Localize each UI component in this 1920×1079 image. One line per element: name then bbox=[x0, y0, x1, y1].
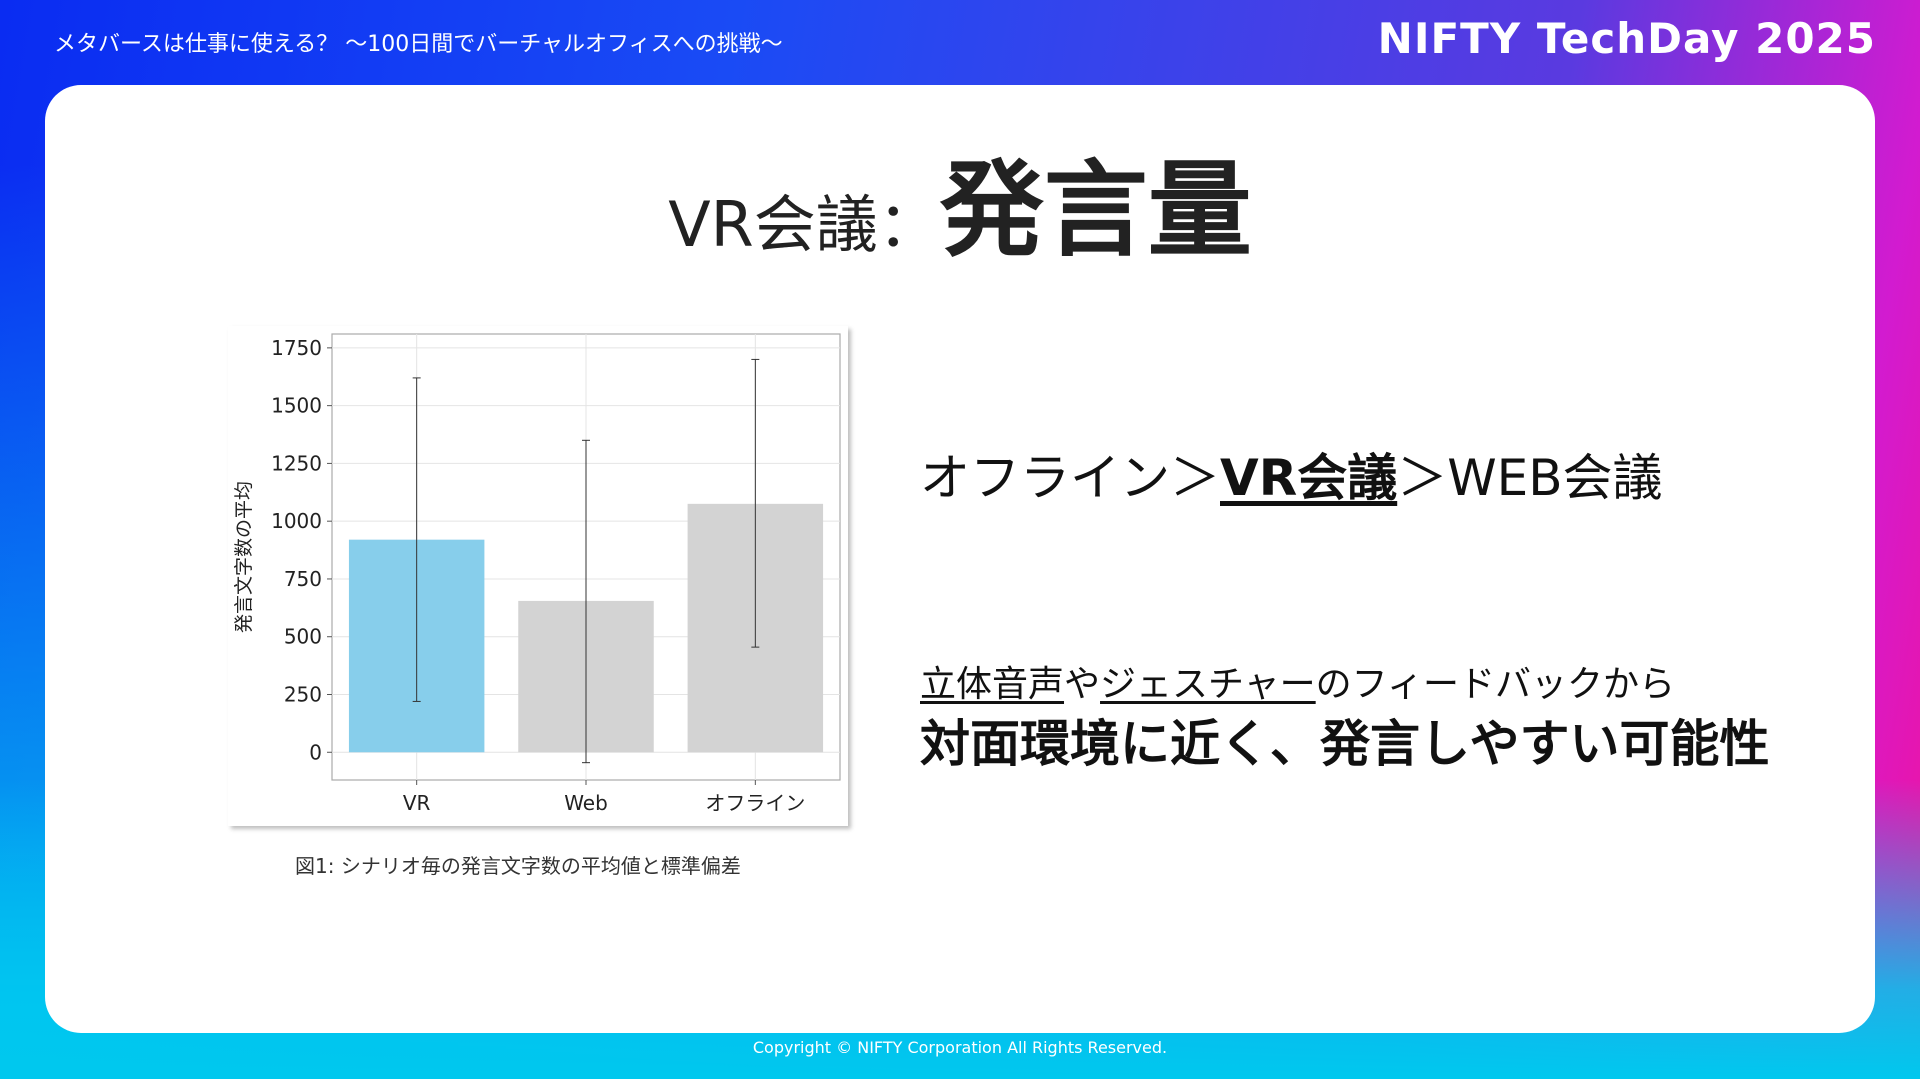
feedback-spatial-audio: 立体音声 bbox=[920, 664, 1065, 705]
feedback-line: 立体音声やジェスチャーのフィードバックから bbox=[920, 655, 1675, 707]
y-tick-label: 1750 bbox=[271, 336, 322, 360]
y-axis-label: 発言文字数の平均 bbox=[233, 481, 255, 633]
bar-chart-svg: 0 250 500 750 1000 1250 1500 1750 VR Web オフライン 発言文字… bbox=[233, 333, 841, 815]
slide-heading: VR会議：発言量 bbox=[45, 125, 1875, 276]
y-tick-label: 0 bbox=[309, 740, 322, 764]
comparison-part2: ＞WEB会議 bbox=[1397, 449, 1663, 507]
x-tick-label: オフライン bbox=[705, 791, 805, 815]
y-tick-label: 250 bbox=[284, 682, 322, 706]
y-tick-label: 1500 bbox=[271, 394, 322, 418]
y-tick-label: 1250 bbox=[271, 451, 322, 475]
figure-caption: 図1: シナリオ毎の発言文字数の平均値と標準偏差 bbox=[295, 854, 741, 878]
y-tick-label: 750 bbox=[284, 567, 322, 591]
heading-prefix: VR会議： bbox=[668, 188, 940, 261]
y-tick-label: 500 bbox=[284, 625, 322, 649]
deck-title: メタバースは仕事に使える？ 〜100日間でバーチャルオフィスへの挑戦〜 bbox=[54, 32, 783, 57]
brand-logo: NIFTY TechDay 2025 bbox=[1377, 14, 1876, 63]
comparison-statement: オフライン＞VR会議＞WEB会議 bbox=[920, 438, 1663, 510]
feedback-text-2: のフィードバックから bbox=[1315, 664, 1675, 705]
y-tick-label: 1000 bbox=[271, 509, 322, 533]
feedback-gesture: ジェスチャー bbox=[1100, 664, 1316, 705]
comparison-highlight: VR会議 bbox=[1220, 449, 1398, 507]
comparison-part1: オフライン＞ bbox=[920, 449, 1220, 507]
bar-chart: 0 250 500 750 1000 1250 1500 1750 VR Web オフライン 発言文字… bbox=[228, 326, 848, 826]
x-tick-label: VR bbox=[403, 791, 431, 815]
copyright: Copyright © NIFTY Corporation All Rights… bbox=[752, 1038, 1168, 1057]
conclusion-statement: 対面環境に近く、発言しやすい可能性 bbox=[920, 715, 1770, 773]
heading-main: 発言量 bbox=[939, 149, 1252, 271]
x-tick-label: Web bbox=[564, 791, 608, 815]
feedback-text-1: や bbox=[1064, 664, 1101, 705]
